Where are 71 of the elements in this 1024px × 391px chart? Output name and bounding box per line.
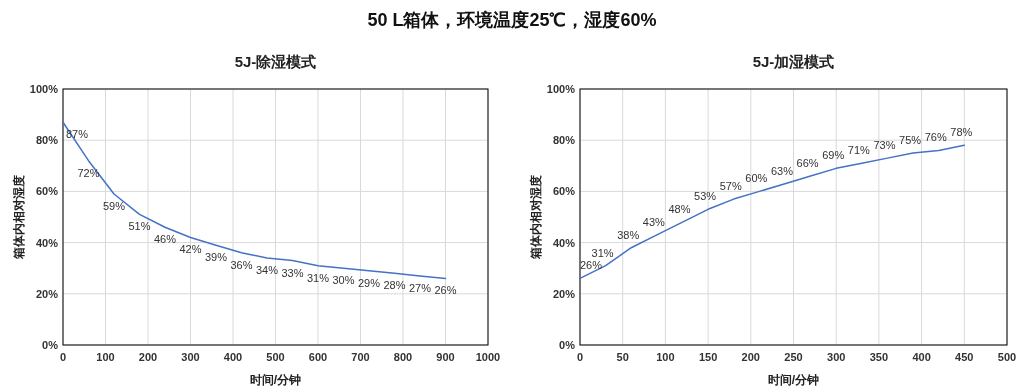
x-tick-label: 250 (784, 351, 803, 363)
data-label: 31% (591, 246, 614, 259)
y-tick-label: 20% (35, 287, 59, 300)
y-axis-title: 箱体内相对湿度 (12, 175, 26, 260)
y-tick-label: 0% (42, 339, 59, 351)
x-tick-label: 700 (351, 351, 370, 363)
data-label: 46% (153, 233, 177, 246)
x-tick-label: 300 (827, 351, 846, 363)
data-label: 42% (179, 243, 202, 256)
x-tick-label: 1000 (475, 351, 501, 363)
text: 50 L箱体，环境温度25℃，湿度60% (367, 10, 657, 30)
data-label: 72% (77, 166, 100, 179)
x-tick-label: 400 (223, 351, 243, 363)
x-axis-title: 时间/分钟 (767, 373, 820, 387)
x-tick-label: 100 (96, 351, 115, 363)
data-label: 43% (642, 215, 666, 228)
y-tick-label: 100% (29, 83, 59, 95)
data-label: 73% (873, 139, 896, 152)
data-label: 48% (668, 203, 691, 216)
chart-title: 5J-除湿模式 (234, 53, 317, 70)
x-tick-label: 200 (741, 351, 760, 363)
data-label: 36% (230, 258, 253, 271)
data-label: 27% (408, 281, 432, 294)
x-tick-label: 100 (656, 351, 675, 363)
y-tick-label: 0% (559, 339, 576, 351)
y-tick-label: 20% (552, 287, 576, 300)
data-label: 59% (102, 199, 126, 212)
x-tick-label: 200 (138, 351, 158, 363)
x-tick-label: 400 (912, 351, 931, 363)
x-tick-label: 150 (698, 351, 718, 363)
data-label: 53% (694, 190, 717, 203)
x-tick-label: 800 (393, 351, 413, 363)
data-label: 66% (796, 157, 819, 170)
x-tick-label: 900 (436, 351, 455, 363)
x-tick-label: 50 (616, 351, 629, 363)
data-label: 51% (128, 220, 151, 233)
x-tick-label: 350 (869, 351, 889, 363)
y-tick-label: 40% (35, 236, 59, 249)
data-label: 28% (383, 279, 406, 292)
data-label: 63% (770, 164, 794, 177)
data-label: 78% (950, 126, 973, 139)
y-tick-label: 60% (35, 185, 59, 198)
data-label: 34% (255, 263, 279, 276)
data-label: 31% (306, 271, 330, 284)
data-label: 57% (719, 180, 742, 193)
data-label: 71% (847, 144, 871, 157)
chart-title: 5J-加湿模式 (752, 53, 835, 70)
data-label: 30% (332, 274, 355, 287)
data-label: 38% (617, 228, 640, 241)
data-label: 39% (204, 251, 228, 264)
y-tick-label: 80% (552, 134, 576, 147)
data-label: 76% (924, 131, 947, 144)
x-axis-title: 时间/分钟 (249, 373, 302, 387)
y-tick-label: 100% (546, 83, 576, 95)
x-tick-label: 500 (997, 351, 1017, 363)
data-label: 69% (822, 149, 845, 162)
x-tick-label: 0 (576, 351, 584, 363)
data-label: 60% (745, 172, 768, 185)
y-tick-label: 60% (552, 185, 576, 198)
y-tick-label: 80% (35, 134, 59, 147)
data-label: 26% (434, 284, 457, 297)
data-label: 29% (357, 276, 381, 289)
x-tick-label: 600 (308, 351, 328, 363)
x-tick-label: 500 (266, 351, 285, 363)
x-tick-label: 300 (181, 351, 200, 363)
data-label: 75% (899, 134, 922, 146)
x-tick-label: 0 (59, 351, 67, 363)
y-tick-label: 40% (552, 236, 576, 249)
data-label: 33% (281, 266, 304, 279)
y-axis-title: 箱体内相对湿度 (529, 175, 543, 260)
x-tick-label: 450 (955, 351, 974, 363)
